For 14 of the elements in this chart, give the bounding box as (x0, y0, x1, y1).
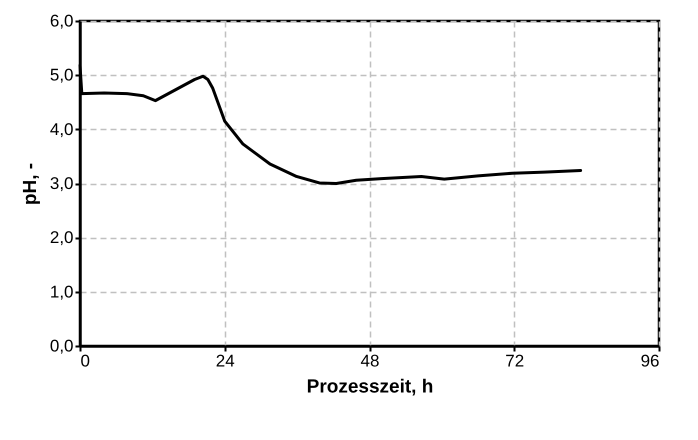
y-tick-label: 2,0 (50, 228, 74, 248)
x-tick-label: 0 (80, 352, 90, 370)
y-tick-label: 0,0 (50, 336, 74, 356)
x-axis-title: Prozesszeit, h (306, 376, 434, 398)
y-tick-label: 5,0 (50, 66, 74, 85)
x-tick-label: 48 (360, 352, 380, 370)
x-tick-label: 96 (640, 352, 660, 370)
y-tick-label: 6,0 (50, 12, 74, 30)
y-tick-label: 3,0 (50, 174, 74, 193)
y-tick-label: 1,0 (50, 282, 74, 302)
y-axis-title: pH, - (20, 162, 41, 206)
y-tick-label: 4,0 (50, 120, 74, 139)
x-tick-label: 72 (505, 352, 524, 370)
x-tick-label: 24 (216, 352, 235, 370)
